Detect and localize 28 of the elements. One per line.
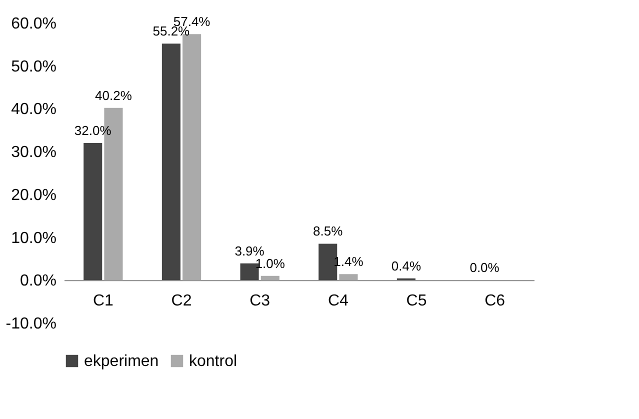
legend-label: ekperimen [84,353,159,370]
x-tick-label: C4 [328,292,348,310]
y-tick-label: 0.0% [20,272,56,290]
y-tick-label: 50.0% [11,58,56,76]
data-label: 8.5% [313,224,344,239]
bar [182,34,202,280]
data-label: 3.9% [234,243,265,258]
legend-label: kontrol [189,353,238,370]
y-tick-label: 20.0% [11,186,56,204]
y-tick-label: 30.0% [11,144,56,162]
data-label: 32.0% [74,123,112,138]
x-tick-label: C6 [484,292,506,310]
y-tick-label: 60.0% [11,16,56,32]
x-tick-label: C3 [250,292,270,310]
data-label: 0.0% [470,260,500,276]
data-label: 0.4% [391,258,422,274]
x-tick-label: C1 [92,292,114,310]
data-label: 40.2% [95,88,132,103]
bar [162,44,180,280]
y-tick-label: 40.0% [11,101,56,118]
bar [339,274,358,280]
y-tick-label: 10.0% [11,230,56,247]
bar [260,276,280,280]
data-label: 1.0% [255,256,286,271]
x-tick-label: C2 [171,292,192,310]
x-tick-label: C5 [406,292,427,310]
bar [84,143,102,280]
y-tick-label: -10.0% [6,316,56,332]
